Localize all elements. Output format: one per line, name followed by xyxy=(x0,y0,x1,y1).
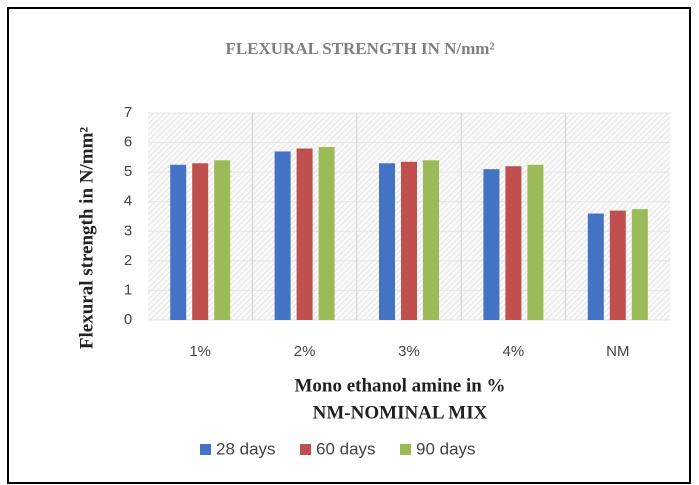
bar xyxy=(214,160,231,320)
bar xyxy=(609,210,626,320)
y-axis-label: Flexural strength in N/mm² xyxy=(76,127,97,350)
bar xyxy=(296,148,313,320)
legend-swatch xyxy=(400,444,411,455)
legend-label: 90 days xyxy=(416,439,476,458)
bar xyxy=(401,161,417,320)
bar xyxy=(587,213,604,320)
x-axis-label: Mono ethanol amine in % xyxy=(294,375,505,396)
y-tick-label: 5 xyxy=(124,163,132,180)
legend-swatch xyxy=(200,444,211,455)
bar xyxy=(274,151,291,320)
y-tick-label: 2 xyxy=(124,252,132,269)
x-tick-label: 3% xyxy=(398,343,420,360)
bar xyxy=(192,163,209,320)
bar xyxy=(505,166,522,320)
y-tick-label: 0 xyxy=(124,311,132,328)
legend-swatch xyxy=(300,444,311,455)
y-tick-label: 7 xyxy=(124,104,132,121)
y-tick-label: 1 xyxy=(124,281,132,298)
bar xyxy=(318,147,335,320)
bar xyxy=(483,169,500,320)
bar xyxy=(170,164,187,320)
y-tick-label: 4 xyxy=(124,193,132,210)
chart-title: FLEXURAL STRENGTH IN N/mm² xyxy=(225,39,494,58)
legend-label: 60 days xyxy=(316,439,376,458)
bar xyxy=(527,164,544,320)
bar xyxy=(379,163,395,320)
x-tick-label: 2% xyxy=(294,343,316,360)
x-tick-label: 4% xyxy=(503,343,525,360)
y-tick-label: 6 xyxy=(124,134,132,151)
x-tick-label: NM xyxy=(606,343,629,360)
y-tick-label: 3 xyxy=(124,222,132,239)
legend-label: 28 days xyxy=(216,439,276,458)
bar xyxy=(423,160,439,320)
annotation: NM-NOMINAL MIX xyxy=(313,402,488,423)
x-tick-label: 1% xyxy=(189,343,211,360)
bar xyxy=(631,209,648,320)
